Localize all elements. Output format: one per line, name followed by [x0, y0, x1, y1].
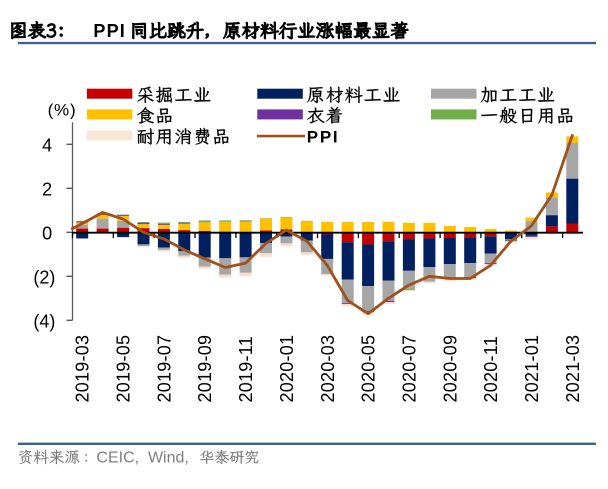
- svg-text:PPI: PPI: [307, 128, 340, 147]
- svg-text:(%): (%): [48, 100, 77, 119]
- svg-text:2020-05: 2020-05: [359, 335, 379, 403]
- svg-text:2020-11: 2020-11: [481, 336, 501, 402]
- svg-text:2021-01: 2021-01: [522, 335, 542, 403]
- svg-text:2020-07: 2020-07: [399, 335, 419, 403]
- svg-text:2020-09: 2020-09: [440, 335, 460, 403]
- svg-text:CEIC, Wind,: CEIC, Wind,: [96, 449, 188, 466]
- svg-text:2020-03: 2020-03: [318, 335, 338, 403]
- svg-text:4: 4: [42, 135, 52, 155]
- svg-text:2021-03: 2021-03: [563, 335, 583, 403]
- svg-text:2019-11: 2019-11: [236, 336, 256, 402]
- svg-text:2019-05: 2019-05: [114, 335, 134, 403]
- svg-text:2019-03: 2019-03: [73, 335, 93, 403]
- svg-text:(4): (4): [33, 311, 55, 331]
- svg-text:2020-01: 2020-01: [277, 335, 297, 403]
- svg-text:2019-09: 2019-09: [195, 335, 215, 403]
- svg-text:2019-07: 2019-07: [154, 335, 174, 403]
- svg-text:PPI: PPI: [93, 21, 126, 41]
- svg-text:(2): (2): [33, 267, 55, 287]
- svg-text:0: 0: [42, 223, 52, 243]
- svg-text:2: 2: [42, 179, 52, 199]
